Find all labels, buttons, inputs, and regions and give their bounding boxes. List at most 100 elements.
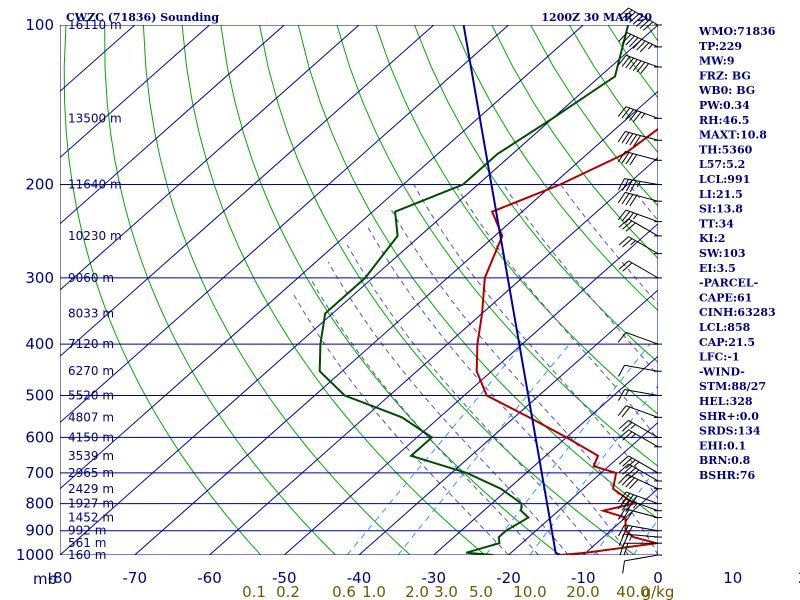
wind-barb-flag [622, 457, 633, 467]
height-label: 992 m [68, 524, 106, 538]
index-line: LCL:858 [699, 321, 751, 334]
wind-barb-flag [618, 474, 628, 484]
temperature-tick-label: 0 [653, 569, 663, 587]
wind-barb-flag [621, 500, 631, 511]
dry-adiabat-line [220, 25, 561, 555]
wind-barb-flag [625, 35, 635, 46]
wind-barb-staff [624, 533, 659, 538]
wind-barb-staff [628, 218, 659, 237]
wind-barb [617, 491, 662, 505]
temperature-tick-label: -20 [496, 569, 521, 587]
pressure-tick-label: 300 [25, 269, 54, 287]
height-label: 11640 m [68, 178, 122, 192]
wind-barb-flag [622, 220, 633, 230]
wind-barb [617, 54, 662, 74]
temperature-tick-label: -70 [123, 569, 148, 587]
wind-barb-flag [621, 493, 631, 504]
wind-barb-staff [625, 508, 659, 519]
wind-barb-flag [629, 154, 638, 166]
wind-barb-flag [617, 332, 627, 343]
dry-adiabat-line [63, 25, 262, 555]
height-label: 16110 m [68, 18, 122, 32]
wind-barb-flag [618, 32, 628, 43]
wind-barb-flag [625, 494, 634, 505]
index-line: L57:5.2 [699, 158, 745, 171]
dry-adiabat-line [336, 25, 658, 467]
wind-barb [618, 419, 662, 438]
wind-barb-flag [629, 180, 637, 193]
pressure-tick-label: 200 [25, 176, 54, 194]
wind-barb-half-flag [630, 433, 636, 439]
wind-barb-flag [629, 37, 639, 48]
index-line: EI:3.5 [699, 262, 736, 275]
temperature-tick-label: -80 [48, 569, 73, 587]
wind-barb-flag [621, 132, 630, 144]
index-line: -WIND- [699, 365, 745, 378]
height-label: 2965 m [68, 466, 114, 480]
moist-adiabat-line [454, 184, 658, 441]
wind-barb-staff [625, 151, 659, 161]
wind-barb-flag [617, 405, 627, 416]
height-label: 7120 m [68, 337, 114, 351]
wind-barb-flag [617, 508, 626, 520]
temperature-tick-label: 20 [798, 569, 800, 587]
wind-barb-flag [629, 134, 638, 146]
wind-barb-flag [625, 133, 634, 145]
wind-barb-flag [632, 111, 642, 123]
wind-barb-flag [625, 57, 634, 69]
wind-barb-flag [618, 429, 629, 439]
index-line: CAPE:61 [699, 291, 752, 304]
mixing-ratio-tick-label: 10.0 [513, 583, 546, 600]
mixing-ratio-line [346, 343, 524, 555]
mixing-ratio-line [762, 344, 800, 555]
temperature-tick-label: -60 [197, 569, 222, 587]
wind-barb-flag [617, 192, 626, 204]
wind-barb-staff [625, 209, 659, 223]
index-line: -PARCEL- [699, 277, 758, 290]
valid-time: 1200Z 30 MAR 20 [541, 11, 652, 24]
wind-barb-flag [621, 193, 630, 205]
wind-barb-staff [628, 429, 659, 448]
pressure-tick-label: 400 [25, 335, 54, 353]
wind-barb-staff [625, 106, 659, 119]
wind-barb [617, 331, 662, 345]
index-line: FRZ: BG [699, 69, 751, 82]
wind-barb-flag [617, 491, 627, 503]
wind-barb-flag [625, 510, 634, 522]
index-line: KI:2 [699, 232, 725, 245]
wind-barb [618, 455, 662, 474]
wind-barb-half-flag [633, 502, 638, 509]
dry-adiabat-line [452, 25, 658, 312]
wind-barb-staff [625, 405, 659, 418]
isotherm-line [60, 25, 435, 357]
mixing-ratio-tick-label: 5.0 [469, 583, 493, 600]
wind-barb [618, 389, 662, 401]
wind-barb [618, 32, 662, 53]
wind-barb-flag [622, 262, 633, 272]
height-label: 6270 m [68, 364, 114, 378]
wind-barb [617, 106, 662, 123]
wind-barb-flag [625, 194, 634, 206]
temperature-tick-label: -10 [571, 569, 596, 587]
temperature-tick-label: -50 [272, 569, 297, 587]
wind-barb-half-flag [625, 390, 629, 397]
height-label: 4807 m [68, 410, 114, 424]
index-line: MW:9 [699, 55, 735, 68]
wind-barb-half-flag [633, 461, 640, 467]
dry-adiabat-line [375, 25, 658, 415]
isotherm-line [209, 156, 658, 555]
wind-barb-half-flag [636, 181, 641, 188]
wind-barb-staff [624, 178, 659, 186]
wind-barb-flag [618, 178, 625, 191]
wind-barb-staff [624, 389, 659, 396]
wind-barb-flag [621, 509, 630, 521]
wind-barb [617, 130, 662, 147]
wind-barb [617, 191, 662, 207]
height-label: 561 m [68, 536, 106, 550]
wind-barb-flag [636, 17, 647, 27]
dry-adiabat-line [763, 25, 800, 555]
moist-adiabat-line [503, 184, 658, 377]
wind-barb-flag [618, 420, 629, 430]
wind-barb-flag [618, 218, 629, 228]
